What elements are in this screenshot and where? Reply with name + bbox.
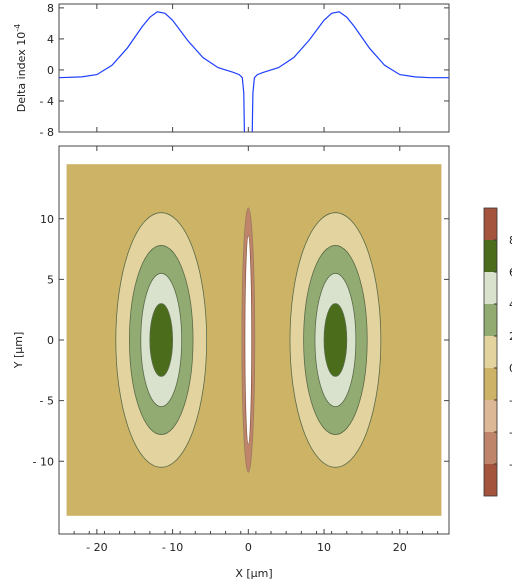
bottom-ylabel: Y [μm]	[12, 332, 25, 370]
colorbar-label: 0	[509, 362, 512, 375]
colorbar-label: 2	[509, 330, 512, 343]
colorbar-swatch	[484, 464, 497, 496]
colorbar-frame	[483, 207, 498, 497]
y-tick-label: 5	[47, 273, 54, 286]
top-ytick-label: 8	[47, 2, 54, 15]
colorbar-label: 8	[509, 234, 512, 247]
x-tick-label: 0	[245, 541, 252, 554]
y-tick-label: - 10	[33, 455, 54, 468]
colorbar-label: 6	[509, 266, 512, 279]
colorbar-label: 4	[509, 298, 512, 311]
x-tick-label: - 10	[162, 541, 183, 554]
colorbar-swatch	[484, 240, 497, 272]
top-y-axis: 8 4 0 - 4 - 8	[40, 2, 449, 139]
top-ytick-label: 4	[47, 33, 54, 46]
top-ylabel: Delta index 10-4	[13, 24, 28, 112]
x-tick-label: 10	[317, 541, 331, 554]
y-tick-label: - 5	[40, 395, 54, 408]
series-line	[59, 11, 449, 132]
contour-plot: - 20 - 10 0 10 20 10 5 0 - 5 - 10 X [μm] Y [μm]	[12, 145, 450, 580]
y-tick-label: 10	[40, 213, 54, 226]
bottom-xlabel: X [μm]	[235, 567, 272, 580]
delta-index-line-plot: 8 4 0 - 4 - 8 Delta index 10-4	[13, 2, 450, 139]
colorbar-label: - 2	[509, 394, 512, 407]
colorbar-swatch	[484, 400, 497, 432]
x-tick-label: - 20	[86, 541, 107, 554]
top-ytick-label: - 4	[40, 95, 54, 108]
bottom-axes-ticks: - 20 - 10 0 10 20 10 5 0 - 5 - 10	[33, 146, 449, 554]
colorbar-swatch	[484, 272, 497, 304]
top-ytick-label: - 8	[40, 126, 54, 139]
colorbar-swatch	[484, 336, 497, 368]
contour-level-8	[323, 303, 348, 377]
top-ylabel-text: Delta index 10	[15, 32, 28, 112]
x-tick-label: 20	[393, 541, 407, 554]
y-tick-label: 0	[47, 334, 54, 347]
top-plot-frame	[58, 3, 450, 133]
top-x-ticks	[96, 4, 401, 132]
contour-fills	[66, 164, 442, 516]
colorbar-label: - 4	[509, 426, 512, 439]
contour-level-8	[149, 303, 173, 377]
colorbar-swatch	[484, 432, 497, 464]
colorbar: 8 6 4 2 0 - 2 - 4 - 6	[483, 207, 512, 497]
core-inner-contour	[244, 235, 253, 445]
colorbar-swatch	[484, 208, 497, 240]
colorbar-label: - 6	[509, 458, 512, 471]
top-ytick-label: 0	[47, 64, 54, 77]
colorbar-swatch	[484, 368, 497, 400]
top-ylabel-exponent: -4	[13, 24, 22, 32]
colorbar-swatch	[484, 304, 497, 336]
